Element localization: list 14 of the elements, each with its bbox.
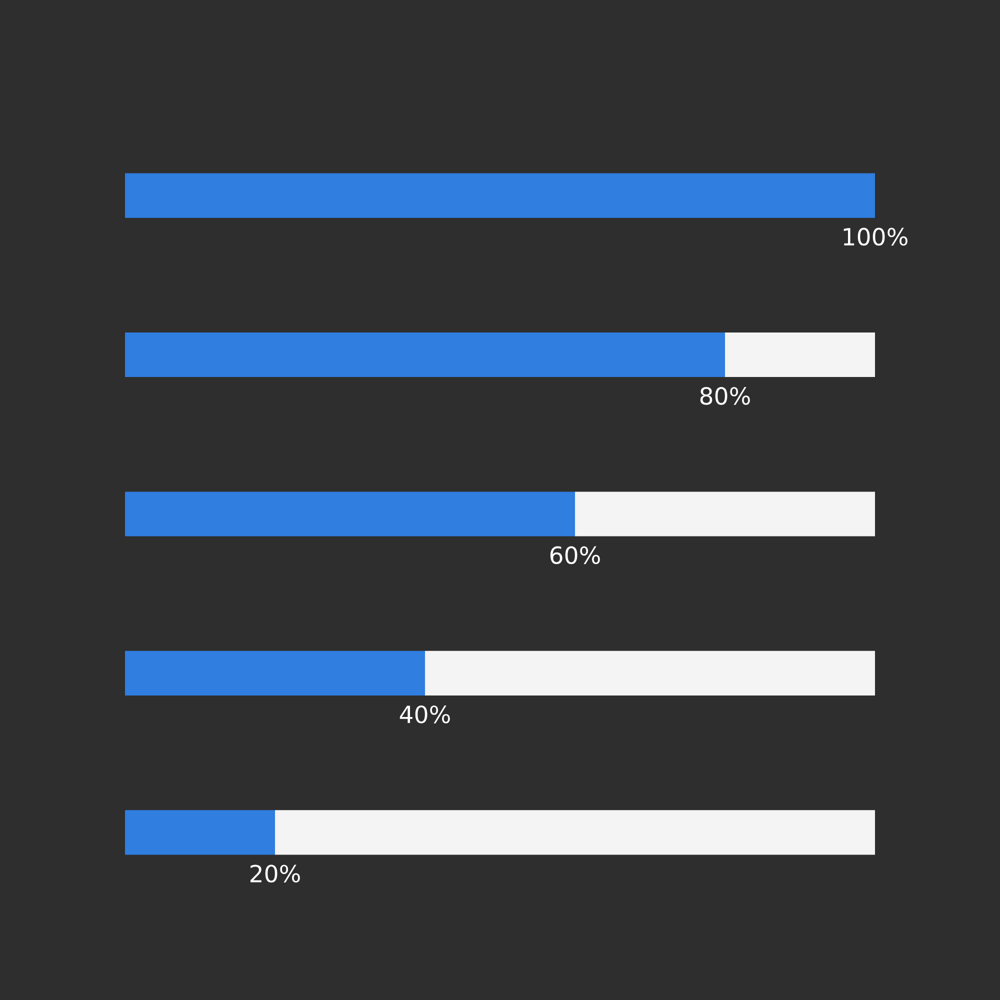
bar: [575, 492, 875, 536]
bar: [725, 332, 875, 378]
data-label: 80%: [700, 387, 750, 405]
bar: [425, 650, 875, 696]
data-label: 20%: [250, 864, 300, 883]
bar: [125, 332, 725, 378]
bar: [125, 173, 875, 218]
data-label: 60%: [550, 546, 600, 564]
bar: [275, 810, 875, 855]
bar: [125, 492, 575, 536]
bar: [125, 810, 275, 855]
data-label: 40%: [400, 705, 450, 724]
bar: [125, 650, 425, 696]
data-label: 100%: [844, 228, 908, 246]
